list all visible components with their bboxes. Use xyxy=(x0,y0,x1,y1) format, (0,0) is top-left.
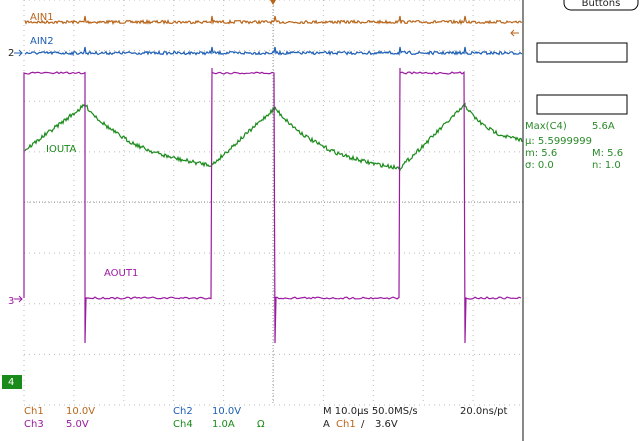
status: Ch4 xyxy=(173,419,193,430)
status: 20.0ns/pt xyxy=(460,406,508,417)
meas-max: M: 5.6 xyxy=(592,148,623,159)
status: 10.0V xyxy=(66,406,95,417)
graticule xyxy=(23,0,524,406)
meas-value: 5.6A xyxy=(592,121,615,132)
buttons-button[interactable] xyxy=(563,0,639,11)
meas-n: n: 1.0 xyxy=(592,160,621,171)
meas-min: m: 5.6 xyxy=(525,148,557,159)
traces xyxy=(23,15,523,344)
meas-sigma: σ: 0.0 xyxy=(525,160,554,171)
input-box[interactable] xyxy=(536,94,628,115)
status: A xyxy=(323,419,330,430)
trigger-level xyxy=(510,29,519,37)
status: 3.6V xyxy=(375,419,398,430)
input-box[interactable] xyxy=(536,42,628,63)
button-label[interactable]: Buttons xyxy=(582,0,621,9)
status: Ch3 xyxy=(24,419,44,430)
trace-label: IOUTA xyxy=(46,144,76,155)
channel-marker: 3 xyxy=(8,296,14,307)
channel-marker: 4 xyxy=(8,377,14,388)
trace xyxy=(24,15,523,26)
status: 10.0V xyxy=(212,406,241,417)
meas-title: Max(C4) xyxy=(525,121,567,132)
status: Ch1 xyxy=(336,419,356,430)
status: / xyxy=(361,419,365,430)
status: Ch2 xyxy=(173,406,193,417)
trigger-position xyxy=(270,0,276,5)
marker-box xyxy=(2,375,22,389)
marker-arrow xyxy=(14,295,23,303)
trace-label: AOUT1 xyxy=(104,268,138,279)
marker-arrow xyxy=(14,49,23,57)
status: 1.0A xyxy=(212,419,235,430)
trace-label: AIN1 xyxy=(30,12,54,23)
status: 5.0V xyxy=(66,419,89,430)
status: Ch1 xyxy=(24,406,44,417)
status: Ω xyxy=(257,419,265,430)
trace xyxy=(23,67,522,344)
trace xyxy=(24,46,523,57)
channel-marker: 2 xyxy=(8,48,14,59)
trace-label: AIN2 xyxy=(30,36,54,47)
meas-mean: µ: 5.5999999 xyxy=(525,136,592,147)
status: M 10.0µs 50.0MS/s xyxy=(323,406,418,417)
